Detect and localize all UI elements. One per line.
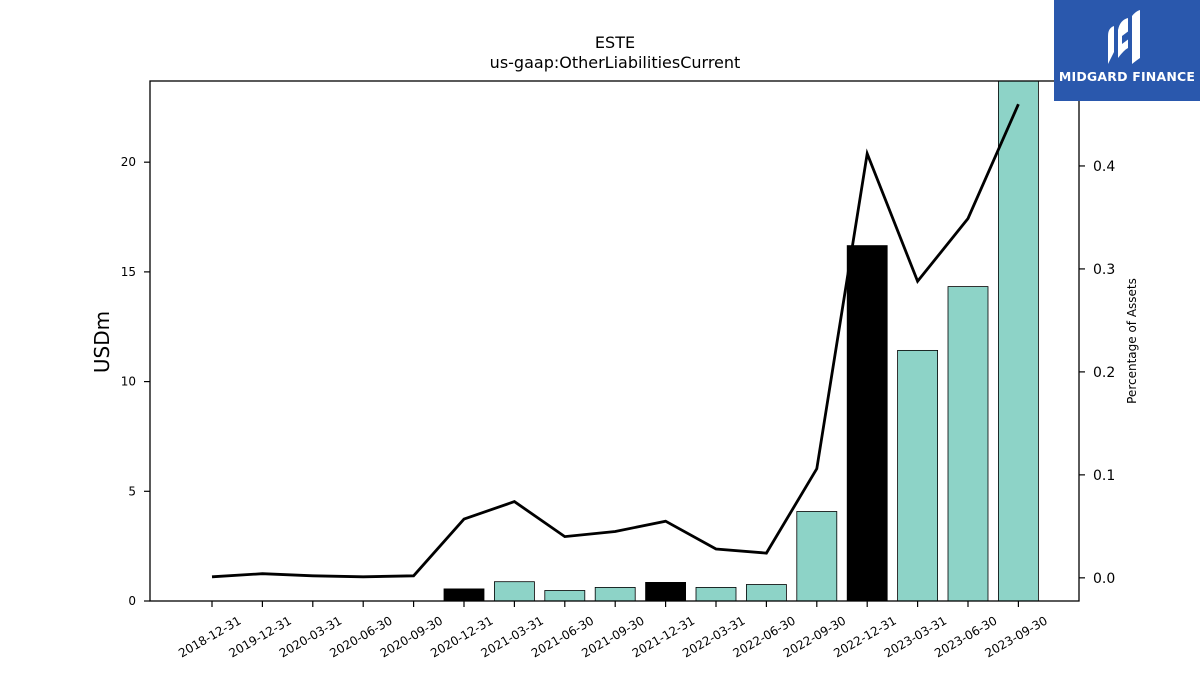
bar-2023-09-30 [998,80,1039,602]
y2-axis-label: Percentage of Assets [1125,278,1139,404]
y-axis-label: USDm [90,311,114,373]
bar-2021-09-30 [594,587,636,602]
chart-title: ESTE [595,33,635,52]
y-tick-label: 15 [121,265,136,279]
y-tick-label: 20 [121,155,136,169]
line-series [211,103,1020,579]
y-axis-left: 0 5 10 15 20 [121,155,150,608]
plot-area-frame [149,80,1080,602]
bar-2022-03-31 [695,587,737,602]
bar-2022-09-30 [796,511,838,602]
chart-subtitle: us-gaap:OtherLiabilitiesCurrent [490,53,741,72]
x-axis: 2018-12-312019-12-312020-03-312020-06-30… [176,601,1050,660]
brand-logo-text: MIDGARD FINANCE [1058,69,1196,84]
bar-2023-03-31 [897,349,938,602]
bar-2021-12-31 [645,582,686,602]
brand-logo: MIDGARD FINANCE [1054,0,1200,101]
y-axis-right: 0.0 0.1 0.2 0.3 0.4 [1079,159,1115,587]
bar-2022-06-30 [746,584,787,602]
bar-2022-12-31 [846,245,888,602]
bar-2021-03-31 [493,581,535,602]
y-tick-label: 10 [121,375,136,389]
y2-tick-label: 0.3 [1093,262,1115,278]
y2-tick-label: 0.1 [1093,468,1115,484]
bar-series [443,80,1039,602]
midgard-finance-logo-icon [1108,10,1140,64]
y-tick-label: 5 [128,484,136,498]
y2-tick-label: 0.0 [1093,571,1115,587]
bar-2020-12-31 [443,588,485,602]
y2-tick-label: 0.2 [1093,365,1115,381]
percentage-of-assets-line [211,103,1020,579]
y-tick-label: 0 [128,594,136,608]
y2-tick-label: 0.4 [1093,159,1115,175]
bar-2021-06-30 [544,590,586,602]
bar-2023-06-30 [947,286,989,602]
